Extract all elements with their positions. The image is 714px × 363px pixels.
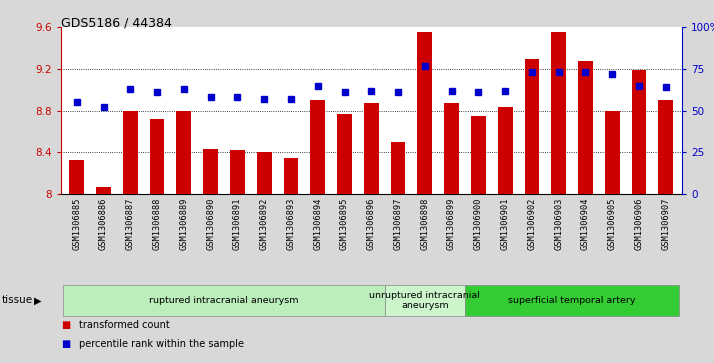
Bar xyxy=(498,107,513,194)
Bar xyxy=(150,119,164,194)
Text: GDS5186 / 44384: GDS5186 / 44384 xyxy=(61,16,171,29)
Bar xyxy=(578,61,593,194)
Text: GSM1306891: GSM1306891 xyxy=(233,198,242,250)
Text: tissue: tissue xyxy=(1,295,33,305)
Text: ruptured intracranial aneurysm: ruptured intracranial aneurysm xyxy=(149,296,298,305)
Bar xyxy=(311,100,325,194)
Text: superficial temporal artery: superficial temporal artery xyxy=(508,296,636,305)
Bar xyxy=(471,116,486,194)
Bar xyxy=(632,70,646,194)
Bar xyxy=(605,111,620,194)
Text: GSM1306902: GSM1306902 xyxy=(528,198,536,250)
Bar xyxy=(96,187,111,194)
Text: GSM1306907: GSM1306907 xyxy=(661,198,670,250)
Bar xyxy=(444,103,459,194)
Bar xyxy=(257,152,271,194)
Bar xyxy=(391,142,406,194)
Bar xyxy=(203,149,218,194)
Text: GSM1306885: GSM1306885 xyxy=(72,198,81,250)
Bar xyxy=(230,150,245,194)
Bar xyxy=(337,114,352,194)
Text: ▶: ▶ xyxy=(34,295,42,305)
Text: unruptured intracranial
aneurysm: unruptured intracranial aneurysm xyxy=(369,291,481,310)
Text: GSM1306889: GSM1306889 xyxy=(179,198,188,250)
Text: GSM1306896: GSM1306896 xyxy=(367,198,376,250)
Text: GSM1306890: GSM1306890 xyxy=(206,198,215,250)
Bar xyxy=(465,285,679,316)
Text: GSM1306894: GSM1306894 xyxy=(313,198,322,250)
Text: GSM1306900: GSM1306900 xyxy=(474,198,483,250)
Bar xyxy=(176,111,191,194)
Bar xyxy=(283,158,298,194)
Text: GSM1306899: GSM1306899 xyxy=(447,198,456,250)
Text: GSM1306906: GSM1306906 xyxy=(635,198,643,250)
Text: GSM1306898: GSM1306898 xyxy=(421,198,429,250)
Bar xyxy=(64,285,385,316)
Text: GSM1306893: GSM1306893 xyxy=(286,198,296,250)
Text: GSM1306901: GSM1306901 xyxy=(501,198,510,250)
Text: GSM1306897: GSM1306897 xyxy=(393,198,403,250)
Bar xyxy=(418,32,432,194)
Text: GSM1306905: GSM1306905 xyxy=(608,198,617,250)
Bar xyxy=(385,285,465,316)
Text: GSM1306904: GSM1306904 xyxy=(581,198,590,250)
Text: GSM1306888: GSM1306888 xyxy=(153,198,161,250)
Text: GSM1306886: GSM1306886 xyxy=(99,198,108,250)
Text: ■: ■ xyxy=(61,339,70,349)
Text: GSM1306895: GSM1306895 xyxy=(340,198,349,250)
Bar xyxy=(364,103,378,194)
Text: transformed count: transformed count xyxy=(79,320,169,330)
Text: percentile rank within the sample: percentile rank within the sample xyxy=(79,339,243,349)
Text: ■: ■ xyxy=(61,320,70,330)
Bar xyxy=(658,100,673,194)
Bar xyxy=(551,32,566,194)
Text: GSM1306892: GSM1306892 xyxy=(260,198,268,250)
Text: GSM1306903: GSM1306903 xyxy=(554,198,563,250)
Text: GSM1306887: GSM1306887 xyxy=(126,198,135,250)
Bar xyxy=(123,111,138,194)
Bar xyxy=(525,58,539,194)
Bar xyxy=(69,160,84,194)
